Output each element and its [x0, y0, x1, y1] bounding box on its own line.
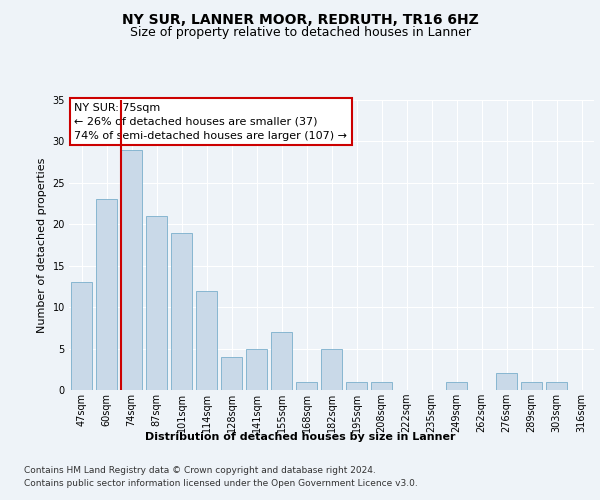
Y-axis label: Number of detached properties: Number of detached properties: [37, 158, 47, 332]
Bar: [446, 382, 467, 390]
Bar: [271, 332, 292, 390]
Text: Distribution of detached houses by size in Lanner: Distribution of detached houses by size …: [145, 432, 455, 442]
Text: NY SUR, LANNER MOOR, REDRUTH, TR16 6HZ: NY SUR, LANNER MOOR, REDRUTH, TR16 6HZ: [122, 12, 478, 26]
Bar: [346, 382, 367, 390]
Text: NY SUR: 75sqm
← 26% of detached houses are smaller (37)
74% of semi-detached hou: NY SUR: 75sqm ← 26% of detached houses a…: [74, 103, 347, 141]
Bar: [246, 348, 267, 390]
Bar: [521, 382, 542, 390]
Text: Contains public sector information licensed under the Open Government Licence v3: Contains public sector information licen…: [24, 479, 418, 488]
Bar: [171, 232, 192, 390]
Text: Contains HM Land Registry data © Crown copyright and database right 2024.: Contains HM Land Registry data © Crown c…: [24, 466, 376, 475]
Bar: [296, 382, 317, 390]
Bar: [496, 374, 517, 390]
Bar: [196, 290, 217, 390]
Bar: [321, 348, 342, 390]
Bar: [221, 357, 242, 390]
Bar: [96, 200, 117, 390]
Bar: [71, 282, 92, 390]
Bar: [371, 382, 392, 390]
Text: Size of property relative to detached houses in Lanner: Size of property relative to detached ho…: [130, 26, 470, 39]
Bar: [546, 382, 567, 390]
Bar: [121, 150, 142, 390]
Bar: [146, 216, 167, 390]
